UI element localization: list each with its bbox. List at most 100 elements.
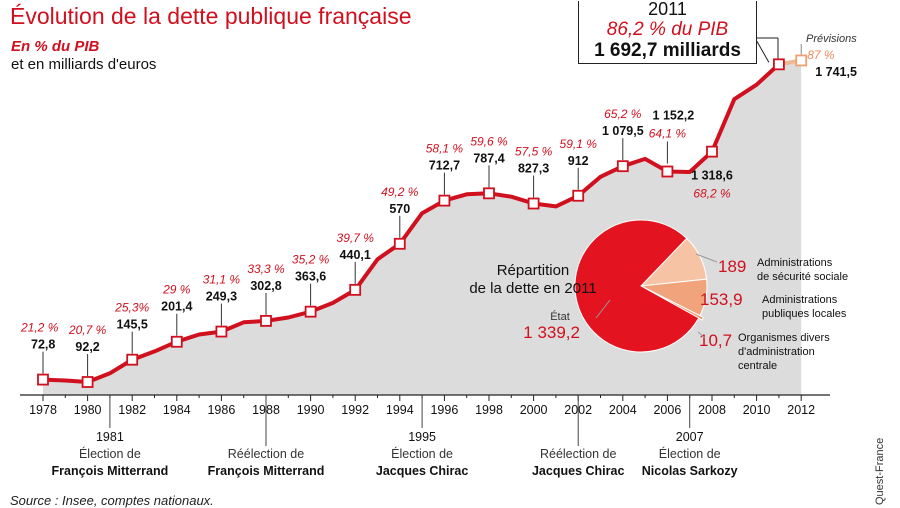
data-label-pct: 39,7 % [337,231,375,245]
event-line1: Réélection de [540,447,616,461]
leader-line [695,253,718,263]
event-line1: Réélection de [228,447,304,461]
data-label-pct: 59,1 % [560,137,598,151]
leader-line [697,331,706,339]
source-note: Source : Insee, comptes nationaux. [10,493,214,508]
subtitle-eur: et en milliards d'euros [11,56,157,73]
x-tick-label: 1994 [386,403,414,417]
data-point [260,314,272,327]
pie-value: 189 [718,257,746,276]
event-line2: Nicolas Sarkozy [642,464,738,478]
data-point [661,165,674,178]
pie-label: État [550,310,570,323]
pie-label: Administrations [757,257,833,269]
series-line [42,62,781,384]
data-label-pct: 29 % [162,283,191,297]
x-tick-label: 2010 [743,403,771,417]
data-label-eur: 201,4 [161,300,192,314]
event-line2: François Mitterrand [52,464,169,478]
pie-value: 1 339,2 [523,323,580,342]
data-label-pct: 59,6 % [470,134,508,148]
data-label-pct: 57,5 % [515,145,553,159]
data-label-eur: 302,8 [250,279,281,293]
data-label-pct: 31,1 % [203,273,241,287]
data-label-eur: 787,4 [473,151,504,165]
event-year: 1995 [408,430,436,444]
data-label-pct: 21,2 % [20,321,59,335]
data-point [126,353,139,366]
data-point [706,145,718,158]
data-label-eur: 440,1 [340,248,371,262]
event-line1: Élection de [659,446,721,461]
data-label-pct: 20,7 % [68,323,107,337]
data-label-eur: 827,3 [518,162,549,176]
data-point [37,373,49,386]
data-label-eur: 570 [389,202,410,216]
data-label-pct: 33,3 % [247,262,285,276]
pie-value: 153,9 [700,290,743,309]
data-label-eur: 712,7 [429,159,460,173]
x-tick-label: 2006 [653,403,681,417]
callout-year: 2011 [648,0,687,19]
callout-2011: 2011 86,2 % du PIB 1 692,7 milliards [578,0,757,64]
pie-label: Organismes divers [738,332,830,344]
data-point [215,325,228,338]
data-label-pct: 64,1 % [649,127,687,141]
x-tick-label: 1996 [430,403,458,417]
event-line2: François Mitterrand [208,464,325,478]
x-tick-label: 1998 [475,403,503,417]
event-year: 1981 [96,430,124,444]
forecast-amount: 1 741,5 [815,65,857,79]
data-label-pct: 25,3% [114,301,149,315]
data-point [170,335,183,348]
data-point [616,160,629,173]
data-label-pct: 68,2 % [693,187,731,201]
data-label-eur: 92,2 [75,340,99,354]
subtitle-pct: En % du PIB [11,38,100,55]
data-label-pct: 49,2 % [381,185,419,199]
data-label-eur: 145,5 [117,318,148,332]
data-point [349,283,362,296]
pie-title: Répartition [497,262,570,279]
leader-line [595,299,611,319]
x-tick-label: 1978 [29,403,57,417]
data-label-eur: 912 [568,154,589,168]
callout-pct: 86,2 % du PIB [606,19,729,40]
x-tick-label: 1982 [118,403,146,417]
pie-value: 10,7 [699,331,732,350]
data-point [773,58,785,71]
x-tick-label: 1990 [297,403,325,417]
event-line1: Élection de [391,446,453,461]
data-label-eur: 1 079,5 [602,124,644,138]
callout-amount: 1 692,7 milliards [594,40,741,61]
data-label-pct: 58,1 % [426,142,464,156]
x-tick-label: 2004 [609,403,637,417]
data-point [572,189,585,202]
data-point [438,194,451,207]
data-label-eur: 72,8 [31,338,55,352]
data-point [483,187,495,200]
data-point [304,305,317,318]
data-point [393,237,406,250]
data-point [795,54,808,67]
pie-label: de sécurité sociale [757,271,848,283]
data-label-eur: 1 152,2 [653,109,695,123]
page-title: Évolution de la dette publique française [10,3,412,29]
x-tick-label: 1980 [74,403,102,417]
event-year: 2007 [676,430,704,444]
data-point [527,197,540,210]
event-line2: Jacques Chirac [532,464,624,478]
x-tick-label: 2008 [698,403,726,417]
event-line1: Élection de [79,446,141,461]
callout-line [754,37,770,63]
x-tick-label: 2012 [787,403,815,417]
pie-label: centrale [738,360,777,372]
data-label-eur: 1 318,6 [691,169,733,183]
data-point [81,376,94,388]
event-line2: Jacques Chirac [376,464,468,478]
x-tick-label: 1984 [163,403,191,417]
x-tick-label: 1986 [207,403,235,417]
pie-label: d'administration [738,346,815,358]
data-label-pct: 65,2 % [604,107,642,121]
